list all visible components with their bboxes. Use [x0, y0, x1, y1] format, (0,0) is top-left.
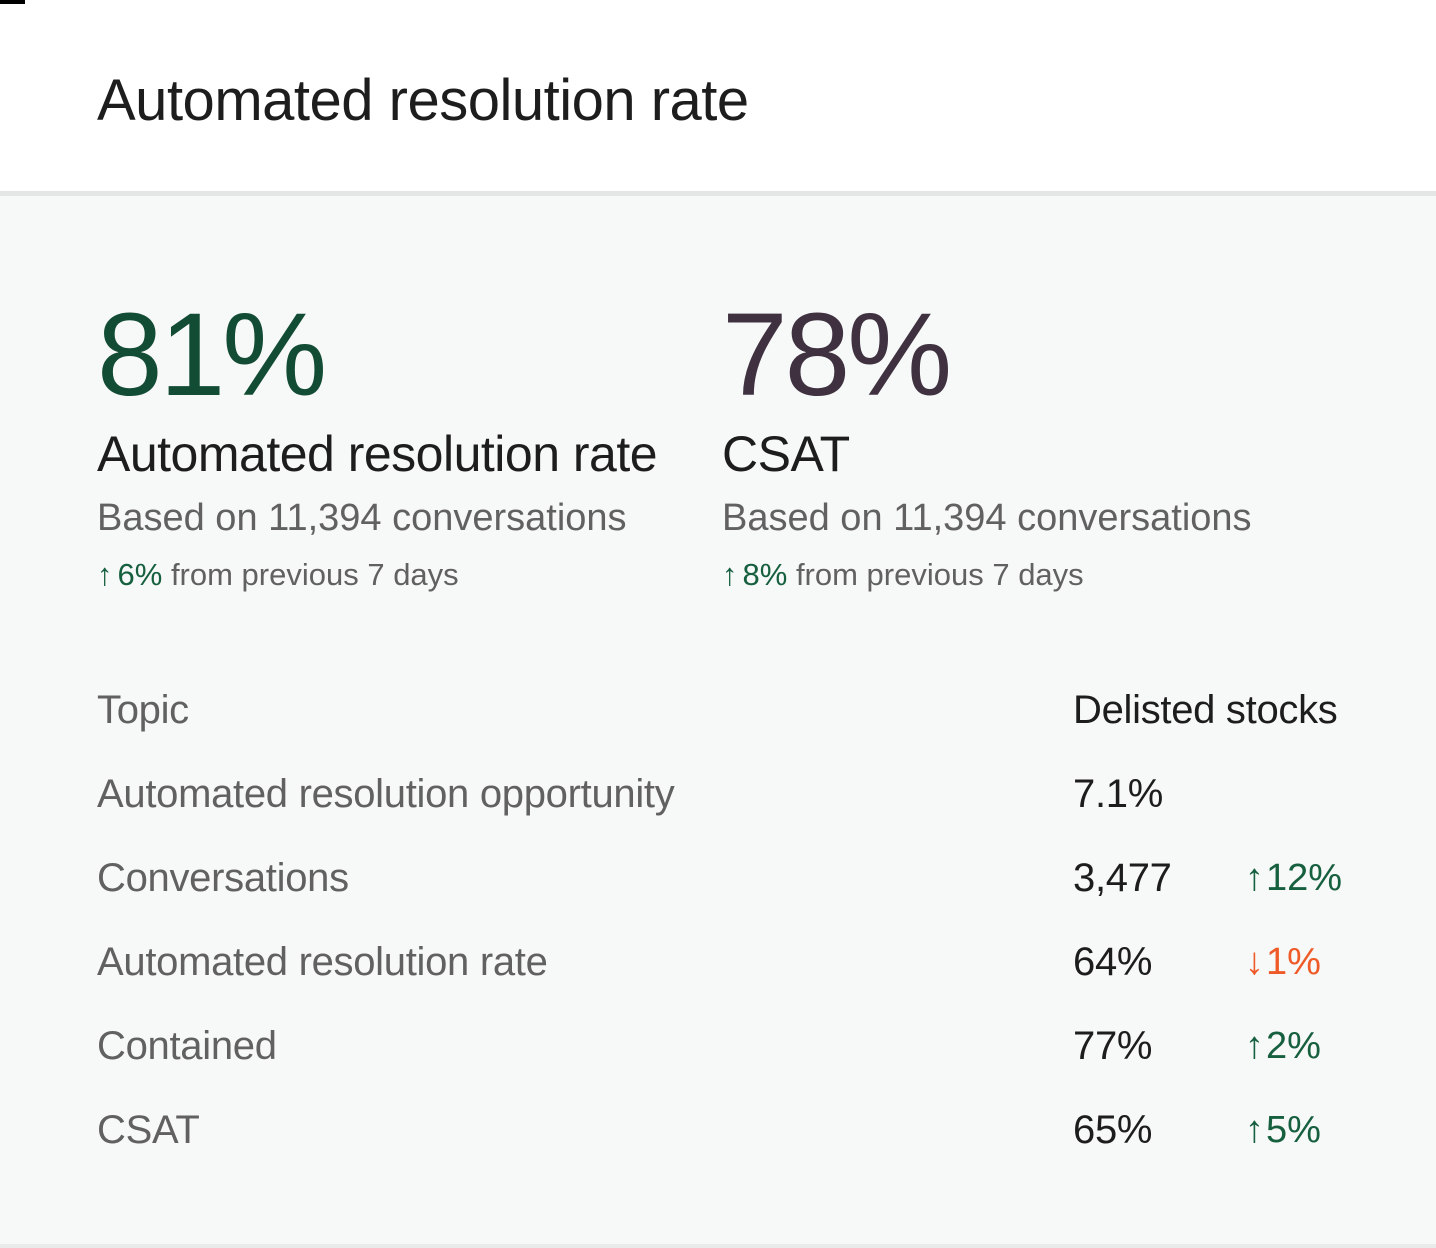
stat-change-delta: ↑ 8% [722, 557, 787, 592]
table-row-conversations: Conversations 3,477 ↑12% [97, 836, 1347, 920]
page-header: Automated resolution rate [0, 0, 1436, 191]
row-change-value: 1% [1266, 940, 1321, 983]
row-change-value: 12% [1266, 856, 1343, 899]
stat-card-automated-resolution-rate: 81% Automated resolution rate Based on 1… [97, 296, 722, 595]
row-label: Contained [97, 1023, 277, 1068]
row-label: Automated resolution opportunity [97, 771, 675, 816]
row-label: CSAT [97, 1107, 200, 1152]
corner-artifact [0, 0, 25, 4]
row-change: ↑12% [1245, 857, 1347, 900]
header-divider [0, 191, 1436, 196]
row-change: ↓1% [1245, 941, 1347, 984]
table-row-contained: Contained 77% ↑2% [97, 1004, 1347, 1088]
row-change-value: 5% [1266, 1108, 1321, 1151]
row-value: 65% [1073, 1107, 1153, 1152]
stat-basis: Based on 11,394 conversations [722, 496, 1252, 539]
stat-change-suffix: from previous 7 days [795, 557, 1084, 593]
topic-column-header: Topic [97, 687, 189, 732]
table-row-csat: CSAT 65% ↑5% [97, 1088, 1347, 1172]
stat-change-percent: 8% [742, 557, 788, 593]
row-change: ↑2% [1245, 1025, 1347, 1068]
arrow-up-icon: ↑ [1245, 1024, 1264, 1067]
stat-change: ↑ 8% from previous 7 days [722, 555, 1347, 595]
stat-card-csat: 78% CSAT Based on 11,394 conversations ↑… [722, 296, 1347, 595]
page-title: Automated resolution rate [97, 68, 749, 133]
bottom-edge-artifact [0, 1244, 1436, 1248]
row-change-value: 2% [1266, 1024, 1321, 1067]
table-row-automated-resolution-rate: Automated resolution rate 64% ↓1% [97, 920, 1347, 1004]
report-panel: 81% Automated resolution rate Based on 1… [0, 296, 1436, 1172]
row-label: Conversations [97, 855, 349, 900]
stat-change: ↑ 6% from previous 7 days [97, 555, 722, 595]
row-value: 7.1% [1073, 771, 1163, 816]
stat-change-delta: ↑ 6% [97, 557, 162, 592]
arrow-down-icon: ↓ [1245, 940, 1264, 983]
row-label: Automated resolution rate [97, 939, 548, 984]
row-change: ↑5% [1245, 1109, 1347, 1152]
stat-label: Automated resolution rate [97, 426, 658, 482]
arrow-up-icon: ↑ [1245, 1108, 1264, 1151]
stat-change-suffix: from previous 7 days [170, 557, 459, 593]
row-value: 77% [1073, 1023, 1153, 1068]
row-value: 64% [1073, 939, 1153, 984]
arrow-up-icon: ↑ [97, 557, 113, 593]
stat-label: CSAT [722, 426, 850, 482]
stat-basis: Based on 11,394 conversations [97, 496, 627, 539]
table-header-row: Topic Delisted stocks [97, 668, 1347, 752]
row-value: 3,477 [1073, 855, 1172, 900]
stat-value: 81% [97, 289, 327, 421]
arrow-up-icon: ↑ [722, 557, 738, 593]
metrics-table: Topic Delisted stocks Automated resoluti… [97, 668, 1347, 1172]
stat-change-percent: 6% [117, 557, 163, 593]
stat-value: 78% [722, 289, 952, 421]
arrow-up-icon: ↑ [1245, 856, 1264, 899]
value-column-header: Delisted stocks [1073, 687, 1338, 732]
table-row-automated-resolution-opportunity: Automated resolution opportunity 7.1% [97, 752, 1347, 836]
stats-section: 81% Automated resolution rate Based on 1… [97, 296, 1347, 595]
